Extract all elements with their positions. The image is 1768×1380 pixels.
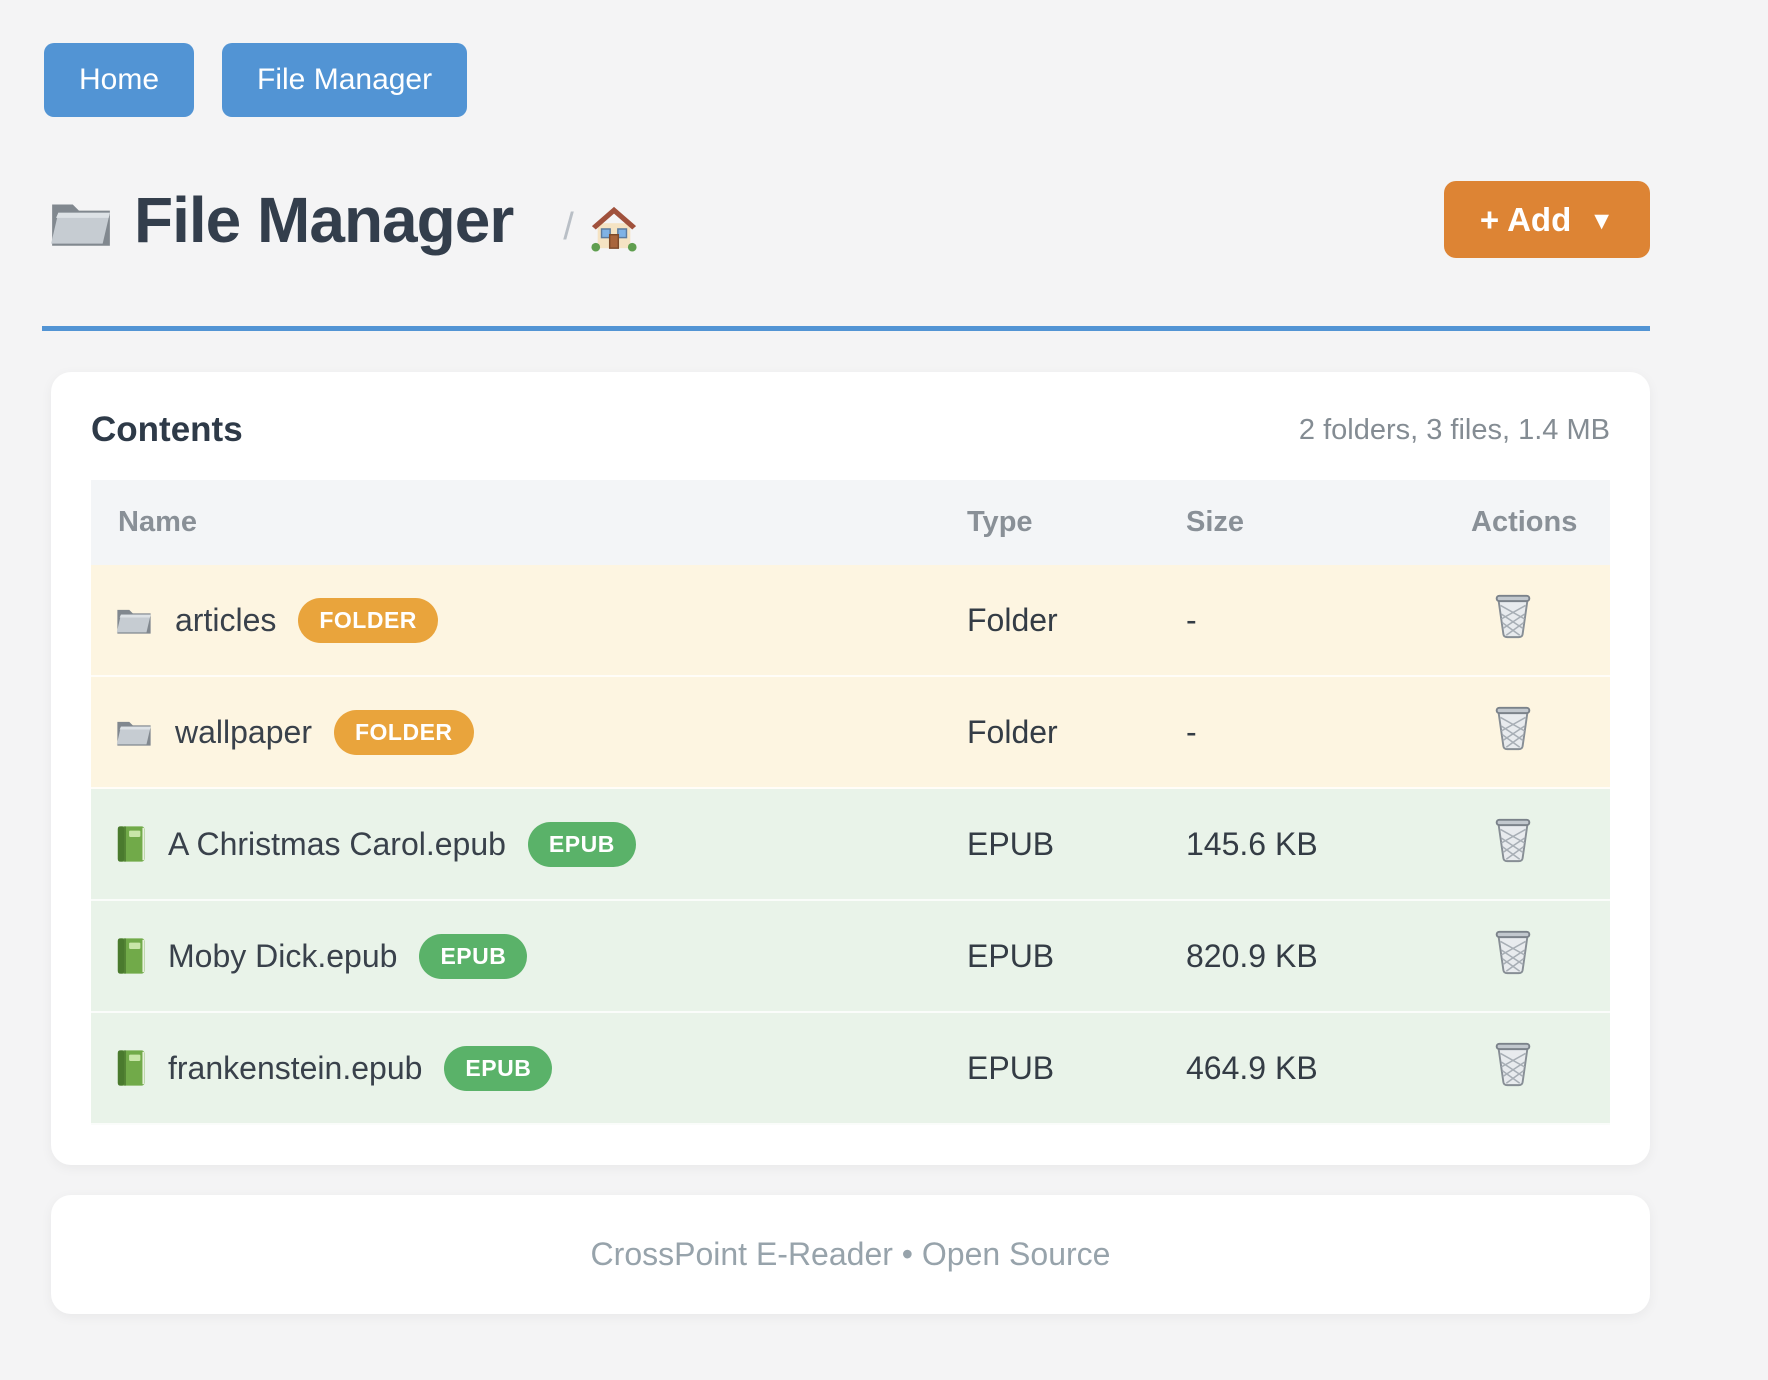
- delete-button[interactable]: [1493, 704, 1533, 752]
- breadcrumb: /: [563, 204, 638, 252]
- table-row: articles FOLDER Folder -: [91, 565, 1610, 677]
- column-header-size: Size: [1186, 506, 1245, 538]
- name-cell: articles FOLDER: [91, 597, 967, 643]
- delete-button[interactable]: [1493, 928, 1533, 976]
- header-divider: [42, 326, 1650, 331]
- type-cell: EPUB: [967, 937, 1055, 974]
- folder-icon: [115, 605, 153, 636]
- column-header-type: Type: [967, 506, 1033, 538]
- footer-card: CrossPoint E-Reader • Open Source: [51, 1195, 1650, 1314]
- breadcrumb-separator: /: [563, 206, 574, 248]
- name-cell: A Christmas Carol.epub EPUB: [91, 821, 967, 867]
- title-group: File Manager /: [48, 183, 1444, 257]
- page-title: File Manager: [134, 183, 514, 256]
- contents-summary: 2 folders, 3 files, 1.4 MB: [1298, 413, 1610, 446]
- delete-button[interactable]: [1493, 592, 1533, 640]
- actions-cell: [1471, 928, 1610, 984]
- type-cell: Folder: [967, 601, 1058, 638]
- trash-icon: [1493, 928, 1533, 976]
- column-header-actions: Actions: [1471, 506, 1578, 538]
- table-row: frankenstein.epub EPUB EPUB 464.9 KB: [91, 1013, 1610, 1125]
- table-body: articles FOLDER Folder - wallpaper FOLDE…: [91, 565, 1610, 1125]
- page-header: File Manager / + Add ▼: [48, 181, 1650, 258]
- contents-heading: Contents: [91, 410, 243, 449]
- contents-card-header: Contents 2 folders, 3 files, 1.4 MB: [91, 410, 1610, 450]
- name-cell: Moby Dick.epub EPUB: [91, 933, 967, 979]
- trash-icon: [1493, 1040, 1533, 1088]
- file-type-badge: EPUB: [444, 1045, 553, 1091]
- file-name-link[interactable]: frankenstein.epub: [168, 1049, 423, 1086]
- book-icon: [115, 825, 146, 863]
- type-cell: EPUB: [967, 825, 1055, 862]
- size-cell: -: [1186, 601, 1197, 638]
- contents-card: Contents 2 folders, 3 files, 1.4 MB Name…: [51, 372, 1650, 1165]
- table-header-row: Name Type Size Actions: [91, 480, 1610, 565]
- size-cell: 464.9 KB: [1186, 1049, 1318, 1086]
- caret-down-icon: ▼: [1589, 207, 1614, 235]
- actions-cell: [1471, 1040, 1610, 1096]
- file-name-link[interactable]: Moby Dick.epub: [168, 937, 398, 974]
- book-icon: [115, 1049, 146, 1087]
- table-row: Moby Dick.epub EPUB EPUB 820.9 KB: [91, 901, 1610, 1013]
- name-cell: wallpaper FOLDER: [91, 709, 967, 755]
- delete-button[interactable]: [1493, 1040, 1533, 1088]
- column-header-name: Name: [118, 506, 197, 538]
- size-cell: 820.9 KB: [1186, 937, 1318, 974]
- file-type-badge: FOLDER: [298, 597, 438, 643]
- table-row: wallpaper FOLDER Folder -: [91, 677, 1610, 789]
- actions-cell: [1471, 816, 1610, 872]
- file-type-badge: EPUB: [419, 933, 528, 979]
- footer-text: CrossPoint E-Reader • Open Source: [590, 1236, 1111, 1272]
- folder-icon: [48, 196, 114, 250]
- nav-home-button[interactable]: Home: [44, 43, 195, 117]
- file-name-link[interactable]: A Christmas Carol.epub: [168, 825, 506, 862]
- table-row: A Christmas Carol.epub EPUB EPUB 145.6 K…: [91, 789, 1610, 901]
- top-nav: Home File Manager: [0, 0, 1768, 117]
- book-icon: [115, 937, 146, 975]
- nav-file-manager-button[interactable]: File Manager: [222, 43, 468, 117]
- size-cell: 145.6 KB: [1186, 825, 1318, 862]
- delete-button[interactable]: [1493, 816, 1533, 864]
- add-button[interactable]: + Add ▼: [1443, 181, 1650, 258]
- add-button-label: + Add: [1479, 200, 1572, 238]
- house-icon[interactable]: [590, 204, 638, 252]
- file-name-link[interactable]: articles: [175, 601, 277, 638]
- file-name-link[interactable]: wallpaper: [175, 713, 312, 750]
- trash-icon: [1493, 592, 1533, 640]
- trash-icon: [1493, 816, 1533, 864]
- size-cell: -: [1186, 713, 1197, 750]
- trash-icon: [1493, 704, 1533, 752]
- file-table: Name Type Size Actions articles FOLDER F…: [91, 480, 1610, 1125]
- file-type-badge: FOLDER: [333, 709, 474, 755]
- actions-cell: [1471, 704, 1610, 760]
- name-cell: frankenstein.epub EPUB: [91, 1045, 967, 1091]
- file-type-badge: EPUB: [527, 821, 636, 867]
- type-cell: Folder: [967, 713, 1058, 750]
- folder-icon: [115, 717, 153, 748]
- actions-cell: [1471, 592, 1610, 648]
- type-cell: EPUB: [967, 1049, 1055, 1086]
